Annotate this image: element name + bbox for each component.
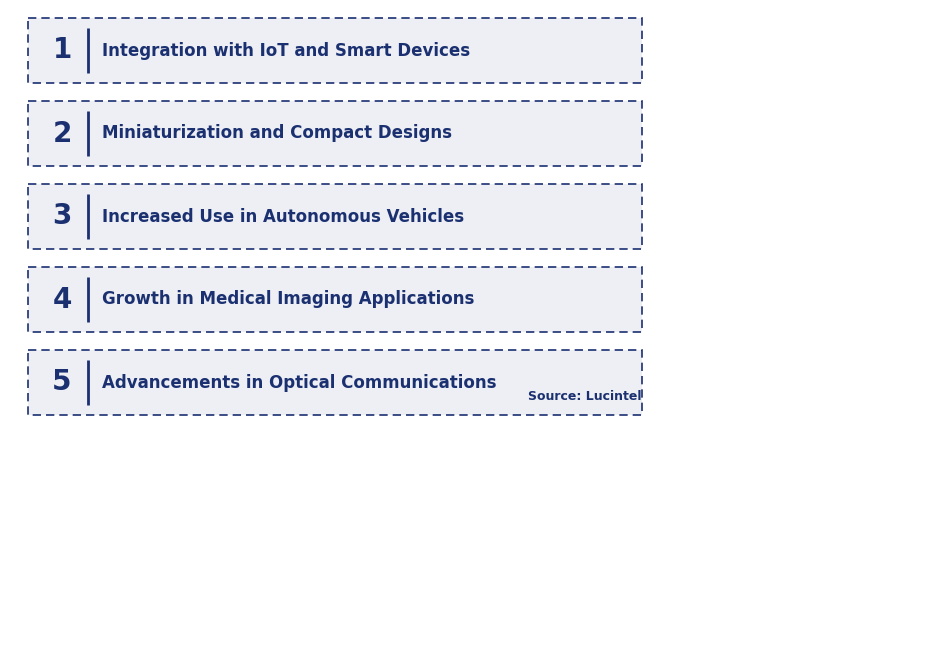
Text: Integration with IoT and Smart Devices: Integration with IoT and Smart Devices <box>102 42 469 59</box>
FancyBboxPatch shape <box>28 18 641 83</box>
Text: 4: 4 <box>52 285 72 313</box>
FancyBboxPatch shape <box>28 267 641 332</box>
Text: Source: Lucintel: Source: Lucintel <box>528 390 641 403</box>
Text: 3: 3 <box>52 202 72 231</box>
Text: Miniaturization and Compact Designs: Miniaturization and Compact Designs <box>102 125 451 142</box>
Text: Growth in Medical Imaging Applications: Growth in Medical Imaging Applications <box>102 291 474 308</box>
Text: 2: 2 <box>52 119 72 148</box>
Text: Increased Use in Autonomous Vehicles: Increased Use in Autonomous Vehicles <box>102 208 464 225</box>
FancyBboxPatch shape <box>28 184 641 249</box>
FancyBboxPatch shape <box>28 101 641 166</box>
Text: 1: 1 <box>52 37 72 65</box>
Text: 5: 5 <box>52 368 72 396</box>
FancyBboxPatch shape <box>28 350 641 415</box>
Text: Advancements in Optical Communications: Advancements in Optical Communications <box>102 374 496 392</box>
